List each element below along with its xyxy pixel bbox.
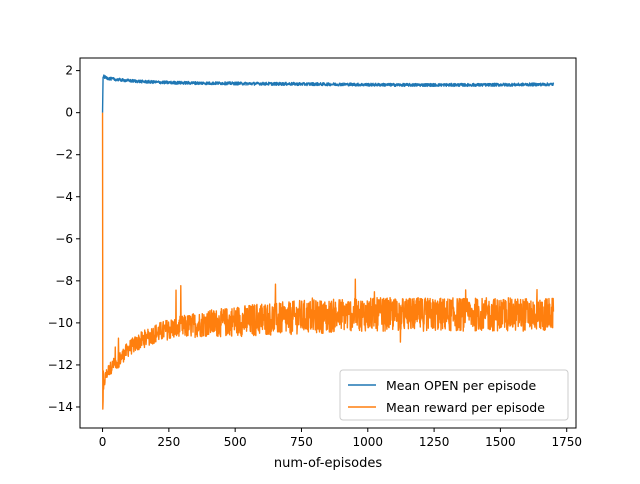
series-layer bbox=[101, 74, 555, 410]
x-tick-label: 1000 bbox=[353, 435, 384, 449]
y-tick-label: −6 bbox=[55, 232, 73, 246]
y-tick-label: −4 bbox=[55, 190, 73, 204]
legend-box bbox=[339, 369, 569, 421]
y-tick-label: 0 bbox=[65, 106, 73, 120]
x-tick-label: 750 bbox=[290, 435, 313, 449]
y-tick-label: 2 bbox=[65, 64, 73, 78]
legend: Mean OPEN per episode Mean reward per ep… bbox=[339, 369, 569, 421]
x-tick-label: 1500 bbox=[485, 435, 516, 449]
x-tick-label: 0 bbox=[99, 435, 107, 449]
y-tick-label: −12 bbox=[48, 358, 73, 372]
x-tick-label: 1750 bbox=[551, 435, 582, 449]
y-tick-label: −8 bbox=[55, 274, 73, 288]
x-tick-label: 1250 bbox=[419, 435, 450, 449]
legend-label-mean-reward: Mean reward per episode bbox=[386, 400, 545, 415]
x-tick-label: 250 bbox=[157, 435, 180, 449]
y-tick-label: −2 bbox=[55, 148, 73, 162]
axes-frame bbox=[79, 57, 577, 429]
y-tick-label: −10 bbox=[48, 316, 73, 330]
y-tick-label: −14 bbox=[48, 400, 73, 414]
series-mean-reward-line bbox=[101, 112, 555, 410]
x-tick-label: 500 bbox=[224, 435, 247, 449]
series-mean-open-line bbox=[101, 74, 555, 113]
legend-label-mean-open: Mean OPEN per episode bbox=[386, 378, 537, 393]
y-axis: 2 0 −2 −4 −6 −8 −10 −12 −14 bbox=[48, 64, 80, 414]
x-axis: 0 250 500 750 1000 1250 1500 1750 bbox=[99, 428, 582, 449]
x-axis-label: num-of-episodes bbox=[274, 456, 382, 471]
plot-area bbox=[80, 58, 576, 428]
